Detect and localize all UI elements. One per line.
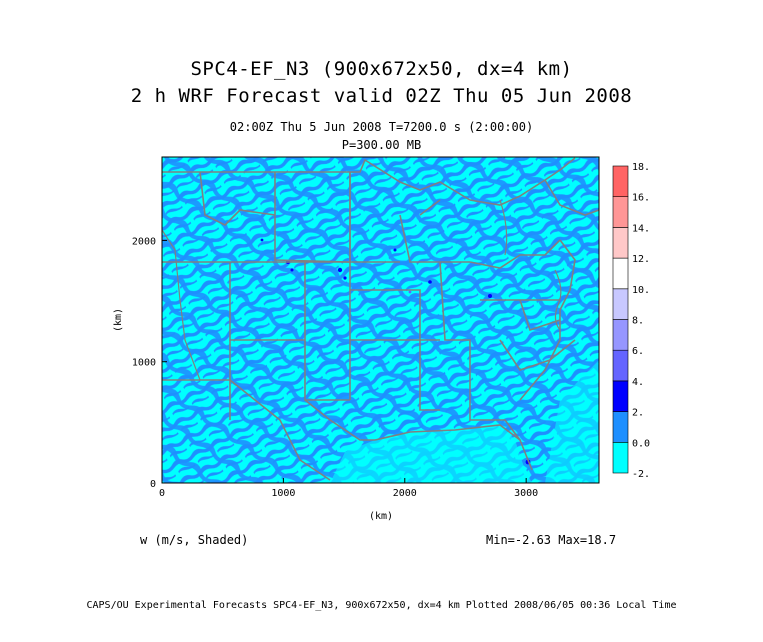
- subtitle-time: 02:00Z Thu 5 Jun 2008 T=7200.0 s (2:00:0…: [229, 120, 534, 134]
- colorbar-swatch: [612, 288, 629, 320]
- colorbar-swatch: [612, 411, 629, 443]
- colorbar-swatch: [612, 165, 629, 198]
- map-field: [162, 157, 599, 483]
- colorbar-label: 0.0: [632, 438, 650, 449]
- colorbar-label: 8.: [632, 316, 644, 327]
- colorbar-swatch: [612, 380, 629, 412]
- colorbar-swatch: [612, 227, 629, 259]
- title-line-1: SPC4-EF_N3 (900x672x50, dx=4 km): [190, 58, 573, 80]
- colorbar-label: 4.: [632, 377, 644, 388]
- map-frame: [161, 156, 600, 484]
- colorbar-label: 14.: [632, 223, 650, 234]
- x-axis-label: (km): [369, 511, 393, 522]
- x-tick-label: 1000: [271, 488, 295, 499]
- state-boundaries: [162, 157, 599, 481]
- colorbar-label: 16.: [632, 193, 650, 204]
- colorbar-label: -2.: [632, 469, 650, 480]
- y-tick-label: 0: [150, 479, 156, 490]
- colorbar-label: 6.: [632, 346, 644, 357]
- field-label: w (m/s, Shaded): [140, 533, 249, 547]
- title-line-2: 2 h WRF Forecast valid 02Z Thu 05 Jun 20…: [130, 85, 633, 107]
- colorbar-label: 12.: [632, 254, 650, 265]
- colorbar-swatch: [612, 196, 629, 228]
- y-tick-label: 2000: [132, 236, 156, 247]
- colorbar-swatch: [612, 349, 629, 382]
- colorbar-label: 2.: [632, 408, 644, 419]
- y-axis-label: (km): [113, 308, 124, 332]
- credit-line: CAPS/OU Experimental Forecasts SPC4-EF_N…: [86, 600, 677, 611]
- coastline: [162, 199, 562, 381]
- x-tick-label: 3000: [514, 488, 538, 499]
- x-tick-label: 0: [159, 488, 165, 499]
- x-tick-label: 2000: [393, 488, 417, 499]
- x-axis: 0 1000 2000 3000: [159, 478, 538, 499]
- colorbar-label: 10.: [632, 285, 650, 296]
- y-tick-label: 1000: [132, 358, 156, 369]
- colorbar-swatch: [612, 441, 629, 474]
- colorbar-swatch: [612, 319, 629, 351]
- colorbar-label: 18.: [632, 162, 650, 173]
- field-overlay: [162, 157, 599, 483]
- colorbar: 18. 16. 14. 12. 10. 8. 6. 4. 2. 0.0 -2.: [612, 162, 650, 480]
- colorbar-swatch: [612, 257, 629, 290]
- y-axis: 0 1000 2000: [132, 236, 167, 490]
- atlantic-region: [545, 360, 599, 483]
- subtitle-pressure: P=300.00 MB: [341, 138, 422, 152]
- min-max-readout: Min=-2.63 Max=18.7: [486, 533, 617, 547]
